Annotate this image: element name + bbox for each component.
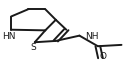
Text: O: O <box>100 52 107 61</box>
Text: NH: NH <box>85 32 98 41</box>
Text: S: S <box>31 43 36 52</box>
Text: HN: HN <box>2 32 15 41</box>
